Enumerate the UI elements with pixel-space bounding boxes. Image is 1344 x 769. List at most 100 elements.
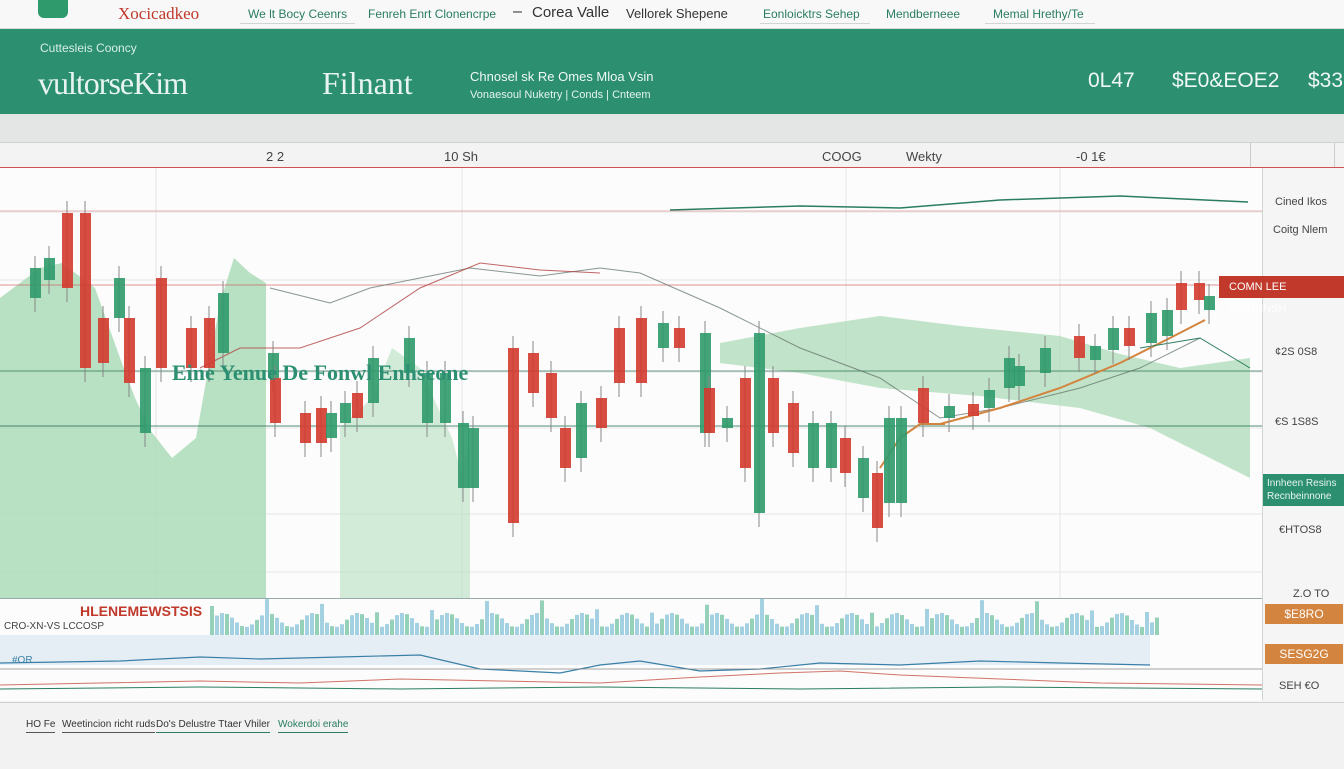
volume-bar <box>655 623 659 635</box>
volume-bar <box>360 614 364 635</box>
volume-bar <box>680 618 684 635</box>
volume-bar <box>555 626 559 635</box>
volume-bar <box>580 613 584 635</box>
volume-bar <box>545 618 549 635</box>
candle <box>1162 310 1173 336</box>
volume-bar <box>430 610 434 635</box>
app-logo-icon[interactable] <box>38 0 68 18</box>
volume-bar <box>505 623 509 635</box>
volume-bar <box>920 626 924 635</box>
candle <box>1176 283 1187 310</box>
candle <box>658 323 669 348</box>
candle <box>560 428 571 468</box>
volume-bar <box>1065 617 1069 635</box>
volume-bar <box>390 619 394 635</box>
candle <box>1146 313 1157 343</box>
nav-item-6[interactable]: Mendberneee <box>886 7 961 21</box>
candle <box>440 373 451 423</box>
volume-bar <box>770 619 774 635</box>
volume-bar <box>375 612 379 635</box>
axis-label: 2 2 <box>266 149 285 164</box>
volume-sublabel: CRO-XN-VS LCCOSP <box>4 621 105 632</box>
volume-bar <box>425 626 429 635</box>
volume-bar <box>550 623 554 635</box>
volume-bar <box>935 614 939 635</box>
candle <box>754 333 765 513</box>
nav-item-3[interactable]: Corea Valle <box>532 4 610 21</box>
volume-bar <box>735 626 739 635</box>
volume-bar <box>1020 617 1024 635</box>
toolbar-strip <box>0 114 1344 143</box>
volume-bar <box>690 626 694 635</box>
volume-bar <box>230 617 234 635</box>
volume-bar <box>225 613 229 635</box>
candle <box>826 423 837 468</box>
volume-bar <box>800 614 804 635</box>
volume-indicator-panel[interactable]: HLENEMEWSTSIS CRO-XN-VS LCCOSP #OR <box>0 598 1262 701</box>
candle <box>218 293 229 353</box>
candle <box>984 390 995 408</box>
candle <box>872 473 883 528</box>
candle <box>422 373 433 423</box>
indicator-badge[interactable]: Innheen Resins Recnbeinnone <box>1263 474 1344 506</box>
volume-bar <box>980 600 984 635</box>
volume-bar <box>345 619 349 635</box>
volume-bar <box>865 623 869 635</box>
volume-bar <box>640 623 644 635</box>
volume-bar <box>850 613 854 635</box>
indicator-label: #OR <box>12 655 33 666</box>
volume-bar <box>270 614 274 635</box>
candlestick-chart[interactable]: Eine Yenue De Fonwl Enhseone <box>0 168 1262 600</box>
volume-bar <box>290 626 294 635</box>
volume-bar <box>630 614 634 635</box>
footer-tab-2[interactable]: Weetincion richt ruds <box>62 719 156 733</box>
candle <box>458 423 469 488</box>
candle <box>326 413 337 438</box>
legend-label-2: Coitg Nlem <box>1273 224 1328 236</box>
volume-bar <box>450 614 454 635</box>
nav-separator: – <box>513 3 522 20</box>
footer-tab-3[interactable]: Do's Delustre Ttaer Vhiler <box>156 719 270 733</box>
banner-links[interactable]: Vonaesoul Nuketry | Conds | Cnteem <box>470 89 651 101</box>
volume-bar <box>775 623 779 635</box>
price-level: Z.O TO <box>1293 588 1330 600</box>
candle <box>808 423 819 468</box>
volume-bar <box>620 614 624 635</box>
axis-label: 10 Sh <box>444 149 478 164</box>
volume-bar <box>530 614 534 635</box>
volume-bar <box>1085 619 1089 635</box>
nav-item-4[interactable]: Vellorek Shepene <box>626 6 728 21</box>
volume-bar <box>660 618 664 635</box>
footer-tab-4[interactable]: Wokerdoi erahe <box>278 719 349 733</box>
volume-bar <box>905 619 909 635</box>
volume-bar <box>275 617 279 635</box>
footer-tab-1[interactable]: HO Fe <box>26 719 56 733</box>
volume-bar <box>845 614 849 635</box>
candle <box>508 348 519 523</box>
volume-bar <box>575 614 579 635</box>
candle <box>636 318 647 383</box>
candle <box>80 213 91 368</box>
volume-bar <box>815 605 819 635</box>
volume-bar <box>385 624 389 635</box>
nav-item-5[interactable]: Eonloicktrs Sehep <box>763 7 860 21</box>
volume-bar <box>590 618 594 635</box>
nav-item-7[interactable]: Memal Hrethy/Te <box>993 7 1084 21</box>
volume-bar <box>915 626 919 635</box>
volume-bar <box>1080 615 1084 635</box>
volume-bar <box>990 615 994 635</box>
volume-bar <box>1155 617 1159 635</box>
volume-bar <box>880 623 884 635</box>
nav-item-2[interactable]: Fenreh Enrt Clonencrpe <box>368 7 497 21</box>
candle <box>124 318 135 383</box>
axis-label: COOG <box>822 149 862 164</box>
volume-bar <box>940 613 944 635</box>
volume-bar <box>720 614 724 635</box>
volume-bar <box>1110 617 1114 635</box>
volume-bar <box>265 599 269 635</box>
nav-item-1[interactable]: We lt Bocy Ceenrs <box>248 7 348 21</box>
volume-bar <box>495 614 499 635</box>
volume-bar <box>615 618 619 635</box>
app-logo-text[interactable]: Xocicadkeo <box>118 4 200 23</box>
volume-bar <box>875 626 879 635</box>
